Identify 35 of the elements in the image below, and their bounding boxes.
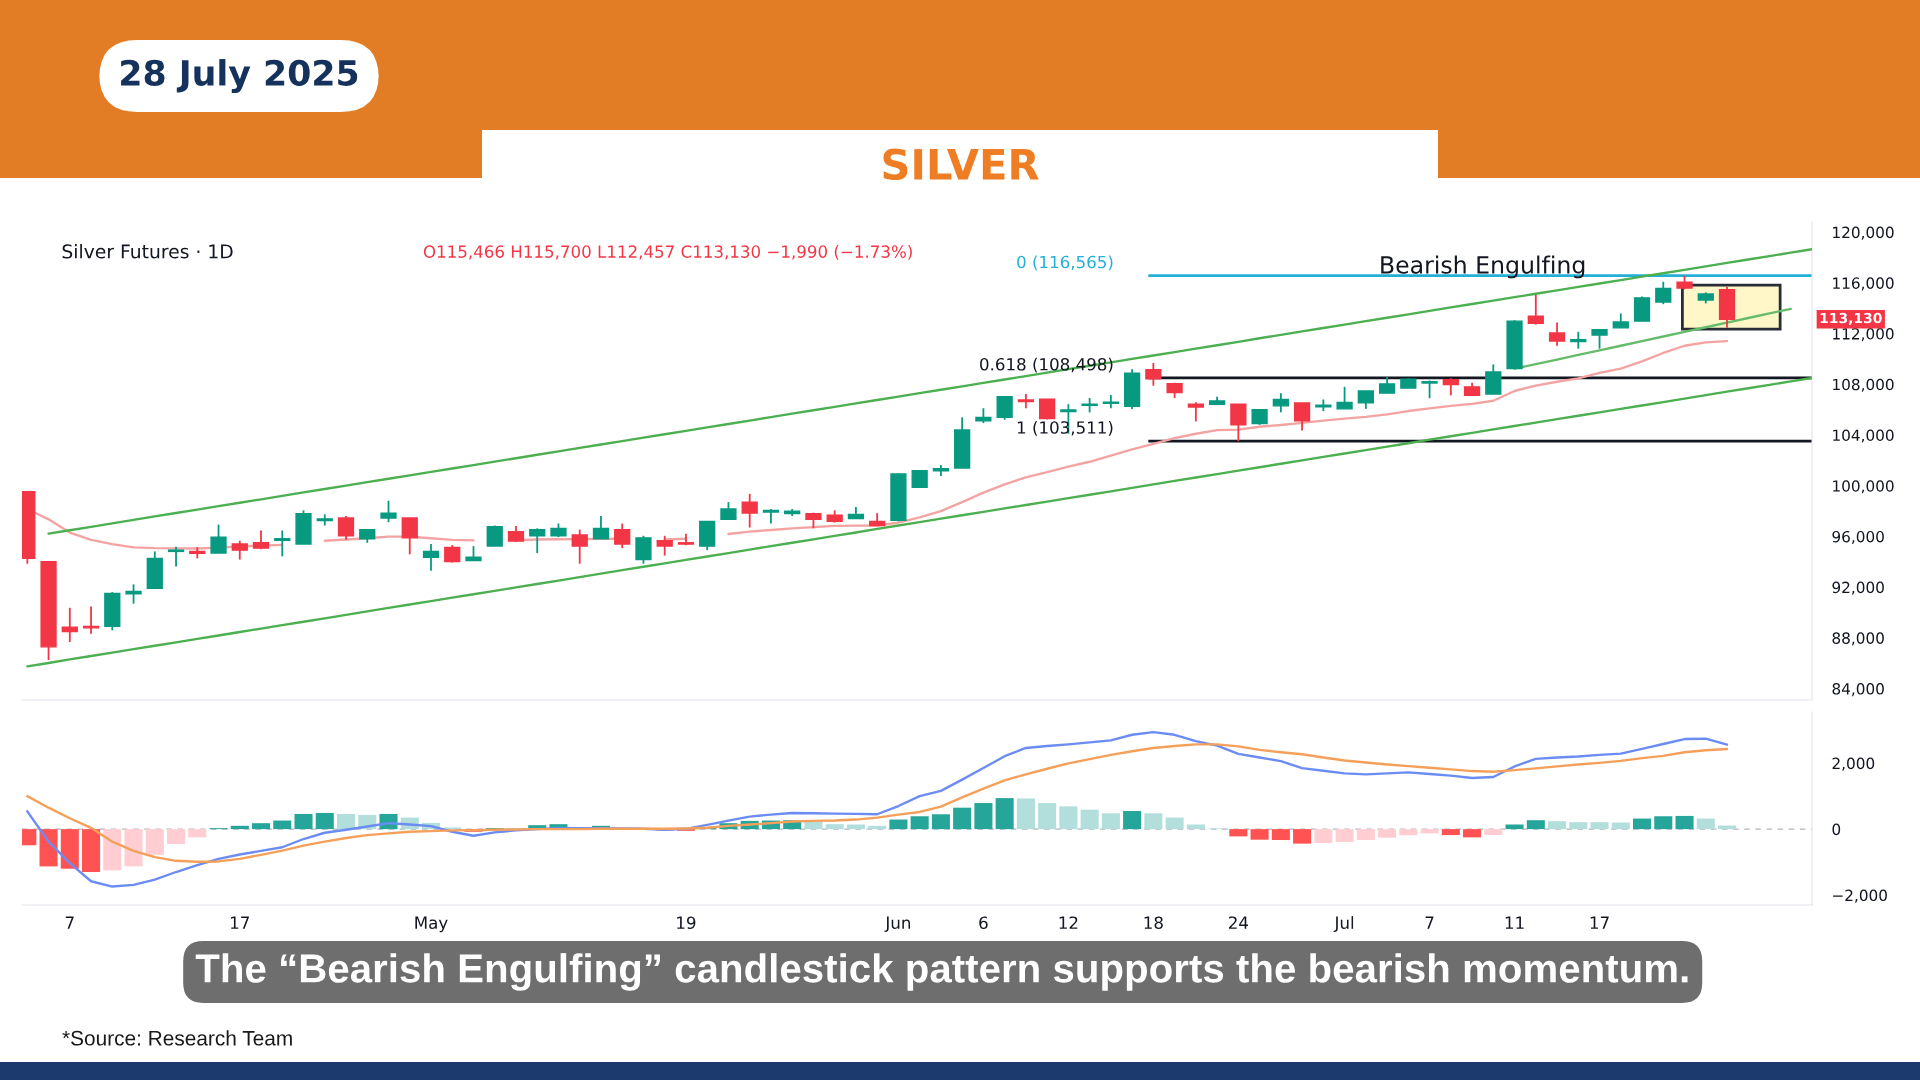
x-tick-label: 12 (1059, 916, 1078, 929)
text: *Source: Research Team (62, 1030, 292, 1046)
x-tick-label: 7 (65, 916, 74, 929)
y-tick-label: 112,000 (1833, 328, 1894, 342)
y-tick-label: 108,000 (1833, 378, 1894, 392)
y-tick-label: 100,000 (1833, 480, 1894, 494)
x-tick-label: 24 (1228, 916, 1249, 929)
x-tick-label: Jul (1333, 916, 1354, 933)
x-tick-label: 17 (1590, 916, 1609, 929)
x-tick-label: 7 (1425, 916, 1434, 929)
y-tick-label: 120,000 (1833, 226, 1894, 240)
y-tick-label: 92,000 (1832, 581, 1884, 595)
y-tick-label: 2,000 (1832, 757, 1875, 771)
chart-subtitle: 28 July 2025 (121, 59, 358, 93)
annotation: O115,466 H115,700 L112,457 C113,130 −1,990 (−1.73%) (423, 245, 912, 260)
ref-line-label: 0 (116,565) (1017, 255, 1113, 271)
x-tick-label: 18 (1144, 916, 1163, 930)
text: The “Bearish Engulfing” candlestick pattern supports the bearish momentum. (195, 953, 1688, 991)
text: 113,130 (1820, 312, 1882, 326)
y-tick-label: 96,000 (1832, 530, 1884, 545)
x-tick-label: 6 (979, 916, 988, 930)
y-tick-label: 88,000 (1832, 632, 1884, 646)
y-tick-label: 0 (1832, 823, 1841, 836)
x-tick-label: 11 (1505, 916, 1524, 929)
y-tick-label: 84,000 (1832, 683, 1884, 697)
chart-title: SILVER (883, 148, 1039, 181)
annotation: Bearish Engulfing (1381, 255, 1585, 279)
y-tick-label: 104,000 (1833, 429, 1894, 443)
x-tick-label: Jun (884, 916, 911, 933)
x-tick-label: 17 (231, 916, 249, 929)
annotation: Silver Futures · 1D (62, 244, 233, 259)
x-tick-label: May (415, 916, 448, 933)
y-tick-label: 116,000 (1833, 277, 1894, 291)
x-tick-label: 19 (677, 916, 696, 930)
y-tick-label: −2,000 (1833, 889, 1887, 903)
